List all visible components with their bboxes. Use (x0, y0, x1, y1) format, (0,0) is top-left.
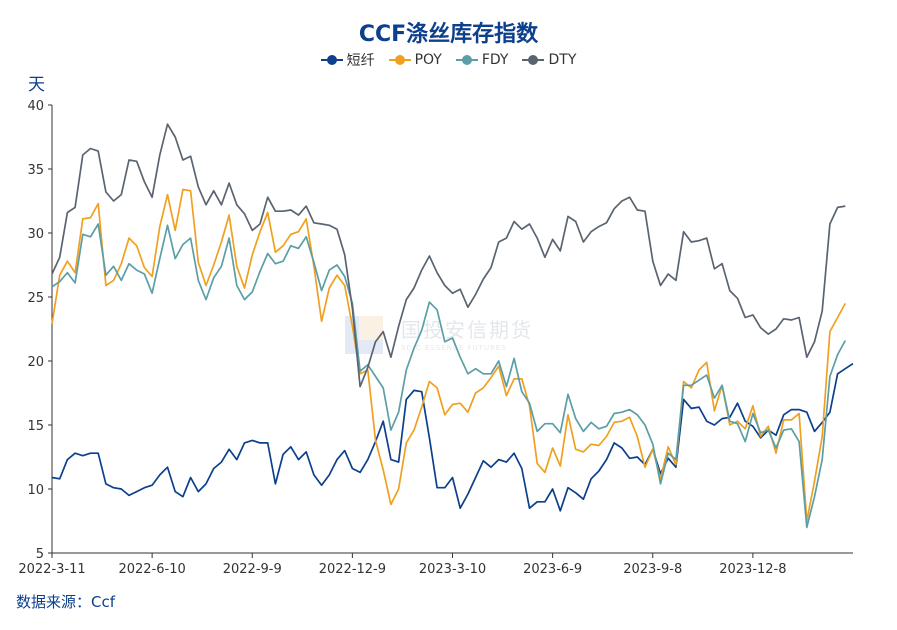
legend-label: 短纤 (346, 53, 375, 69)
legend-swatch-icon (388, 54, 411, 66)
x-tick-label: 2023-12-8 (719, 562, 786, 577)
legend-swatch-icon (522, 54, 545, 66)
legend-label: DTY (548, 52, 577, 68)
x-tick-label: 2023-3-10 (419, 562, 486, 577)
y-axis-unit: 天 (28, 75, 45, 95)
watermark-logo: 国投安信期货 SDIC ESSENCE FUTURES (345, 312, 555, 362)
chart-title: CCF涤丝库存指数 (358, 22, 539, 47)
watermark-text: 国投安信期货 (401, 318, 533, 342)
x-tick-label: 2022-6-10 (118, 562, 185, 577)
legend-label: POY (414, 52, 442, 68)
legend-item-poy[interactable]: POY (388, 50, 442, 70)
series-line-1 (51, 188, 847, 522)
series-line-3 (51, 123, 846, 388)
y-tick-label: 35 (27, 163, 44, 178)
legend-swatch-icon (455, 54, 478, 66)
legend-swatch-icon (320, 54, 343, 66)
y-tick-label: 20 (27, 355, 44, 370)
y-tick-label: 40 (27, 99, 44, 114)
watermark-subtext: SDIC ESSENCE FUTURES (401, 344, 507, 352)
series-line-0 (51, 362, 854, 512)
legend-label: FDY (481, 52, 509, 68)
x-tick-label: 2022-3-11 (18, 562, 85, 577)
legend-item-dty[interactable]: DTY (522, 50, 576, 70)
legend-item-short-fiber[interactable]: 短纤 (320, 50, 375, 70)
x-tick-label: 2023-6-9 (523, 562, 582, 577)
source-note: 数据来源：Ccf (16, 593, 116, 611)
series-line-2 (51, 223, 847, 529)
y-tick-label: 25 (27, 291, 44, 306)
x-tick-label: 2022-9-9 (223, 562, 282, 577)
legend-item-fdy[interactable]: FDY (455, 50, 509, 70)
y-tick-label: 15 (27, 419, 44, 434)
legend: 短纤 POY FDY DTY (0, 50, 897, 70)
y-tick-label: 30 (27, 227, 44, 242)
y-tick-label: 5 (36, 547, 44, 562)
x-tick-label: 2023-9-8 (623, 562, 682, 577)
y-tick-label: 10 (27, 483, 44, 498)
x-tick-label: 2022-12-9 (319, 562, 386, 577)
